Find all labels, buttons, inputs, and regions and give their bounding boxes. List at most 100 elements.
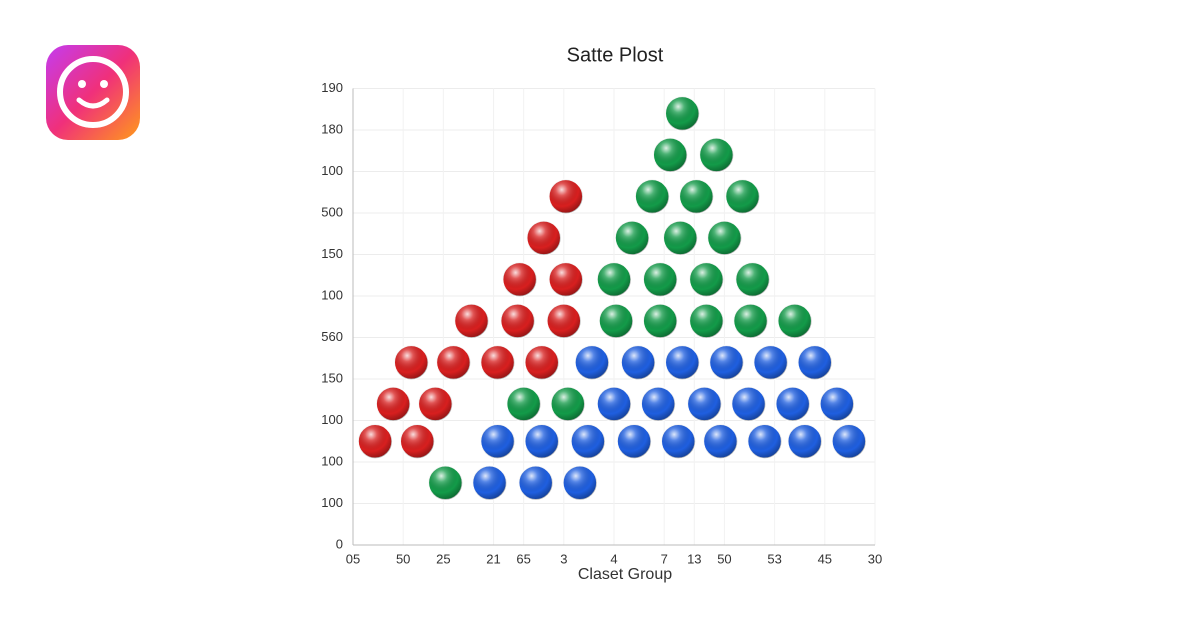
point: [640, 386, 676, 422]
point: [375, 386, 411, 422]
x-tick-label: 4: [610, 551, 617, 566]
point: [435, 344, 472, 381]
x-axis-label: Claset Group: [578, 566, 672, 583]
point: [357, 423, 393, 459]
point: [574, 344, 610, 381]
point: [570, 423, 606, 459]
point: [752, 344, 789, 381]
point: [688, 261, 725, 298]
point-shine: [733, 303, 768, 338]
point-shine: [709, 345, 744, 380]
point: [523, 423, 560, 459]
x-tick-label: 53: [767, 551, 781, 566]
point: [708, 344, 745, 381]
point-shine: [400, 424, 435, 459]
point: [652, 137, 688, 173]
point-shine: [428, 465, 463, 500]
point-shine: [787, 424, 822, 459]
point: [724, 178, 761, 215]
point-shine: [376, 386, 411, 421]
x-tick-label: 25: [436, 551, 450, 566]
x-tick-label: 30: [868, 551, 882, 566]
y-tick-label: 150: [321, 370, 343, 385]
y-tick-label: 0: [336, 536, 343, 551]
point-shine: [703, 424, 738, 459]
point: [797, 344, 833, 381]
point-shine: [735, 262, 770, 297]
point-shine: [731, 386, 766, 421]
x-tick-label: 65: [516, 551, 530, 566]
point-shine: [621, 345, 656, 380]
x-tick-label: 05: [346, 551, 360, 566]
point: [523, 344, 560, 381]
point: [664, 344, 701, 381]
point-shine: [518, 465, 553, 500]
point: [706, 220, 743, 256]
point: [471, 465, 508, 501]
y-tick-label: 560: [321, 329, 343, 344]
point: [698, 137, 735, 173]
point: [525, 220, 562, 256]
point-shine: [679, 179, 714, 214]
point-shine: [699, 137, 734, 172]
point: [776, 303, 813, 339]
x-tick-label: 3: [560, 551, 567, 566]
point: [732, 303, 769, 339]
point-shine: [570, 424, 605, 459]
point-shine: [597, 386, 631, 421]
y-tick-label: 100: [321, 412, 343, 427]
point-shine: [819, 386, 854, 421]
point-shine: [418, 386, 453, 421]
point: [546, 303, 582, 339]
point-shine: [831, 424, 866, 459]
point-shine: [753, 345, 788, 380]
point: [734, 261, 771, 298]
x-tick-label: 50: [396, 551, 410, 566]
point-shine: [546, 303, 581, 338]
point-shine: [394, 345, 429, 380]
point: [730, 386, 767, 422]
app-icon[interactable]: [46, 45, 140, 140]
point-shine: [562, 465, 597, 500]
point-shine: [526, 220, 561, 255]
point-shine: [480, 345, 515, 380]
point: [831, 423, 867, 459]
point: [786, 423, 823, 459]
point: [427, 465, 464, 501]
point: [562, 465, 598, 501]
point: [548, 261, 584, 298]
point: [702, 423, 739, 459]
point-shine: [550, 386, 585, 421]
point: [505, 386, 542, 422]
point-shine: [665, 96, 700, 131]
point-shine: [500, 303, 535, 338]
y-tick-label: 180: [321, 121, 343, 136]
plot: [357, 95, 867, 501]
point: [517, 465, 554, 501]
point-shine: [725, 179, 760, 214]
point-shine: [777, 303, 812, 338]
point: [688, 303, 725, 339]
x-tick-label: 45: [818, 551, 832, 566]
point: [642, 303, 678, 339]
point-shine: [747, 424, 782, 459]
point: [686, 386, 723, 422]
point-shine: [574, 345, 609, 380]
x-tick-label: 21: [486, 551, 500, 566]
point: [746, 423, 783, 459]
chart-title: Satte Plost: [567, 44, 664, 66]
point: [596, 261, 632, 298]
x-tick-label: 50: [717, 551, 731, 566]
point: [664, 95, 701, 132]
y-tick-label: 500: [321, 204, 343, 219]
point-shine: [480, 424, 515, 459]
y-tick-label: 190: [321, 80, 343, 95]
point: [479, 344, 516, 381]
point-shine: [524, 345, 559, 380]
point: [479, 423, 516, 459]
point-shine: [436, 345, 471, 380]
point-shine: [689, 303, 724, 338]
point: [642, 261, 678, 298]
point-shine: [358, 424, 393, 459]
